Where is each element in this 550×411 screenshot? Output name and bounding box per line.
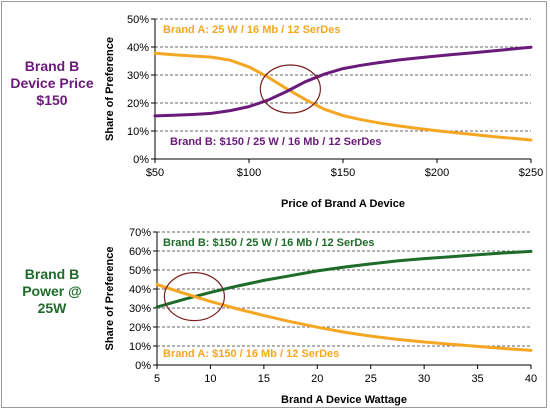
x-tick-label: 10	[204, 373, 216, 385]
y-tick-label: 40%	[129, 284, 151, 296]
crossover-ellipse	[163, 272, 225, 322]
y-tick-label: 0%	[135, 360, 151, 372]
x-tick-label: $200	[425, 167, 449, 179]
y-tick-label: 10%	[127, 126, 149, 138]
x-tick-label: $100	[237, 167, 261, 179]
y-tick-label: 10%	[129, 341, 151, 353]
x-tick-label: 35	[471, 373, 483, 385]
series-line	[153, 45, 533, 118]
y-tick-label: 60%	[129, 246, 151, 258]
x-tick-label: 30	[418, 373, 430, 385]
x-tick-label: $150	[331, 167, 355, 179]
x-axis-title: Price of Brand A Device	[281, 198, 405, 210]
brand-b-price-label: Brand B Device Price $150	[2, 58, 102, 109]
x-tick-label: 15	[258, 373, 270, 385]
side-label-line: Brand B	[24, 266, 80, 282]
y-tick-label: 20%	[127, 98, 149, 110]
side-label-line: Power @	[22, 283, 82, 299]
y-tick-label: 50%	[129, 265, 151, 277]
x-tick-label: 40	[525, 373, 537, 385]
x-tick-label: $250	[519, 167, 543, 179]
series-line	[155, 283, 533, 352]
x-tick-label: 25	[365, 373, 377, 385]
side-label-line: Brand B	[24, 58, 80, 74]
y-axis-title: Share of Preference	[104, 247, 116, 351]
series-line	[155, 249, 533, 309]
y-tick-label: 50%	[127, 14, 149, 26]
side-label-line: Device Price	[10, 75, 94, 91]
brand-b-power-label: Brand B Power @ 25W	[2, 266, 102, 317]
y-tick-label: 20%	[129, 322, 151, 334]
y-tick-label: 0%	[133, 154, 149, 166]
y-axis-title: Share of Preference	[104, 37, 116, 141]
side-label-line: $150	[36, 92, 68, 108]
series-line	[153, 51, 533, 142]
y-tick-label: 40%	[127, 42, 149, 54]
x-tick-label: 5	[154, 373, 160, 385]
series-label: Brand A: $150 / 16 Mb / 12 SerDes	[163, 348, 339, 360]
x-tick-label: $50	[146, 167, 164, 179]
y-tick-label: 30%	[127, 70, 149, 82]
crossover-ellipse	[259, 64, 321, 114]
y-tick-label: 70%	[129, 227, 151, 239]
x-axis-title: Brand A Device Wattage	[281, 394, 407, 406]
y-tick-label: 30%	[129, 303, 151, 315]
series-label: Brand A: 25 W / 16 Mb / 12 SerDes	[163, 24, 340, 36]
series-label: Brand B: $150 / 25 W / 16 Mb / 12 SerDes	[163, 237, 375, 249]
series-label: Brand B: $150 / 25 W / 16 Mb / 12 SerDes	[170, 136, 382, 148]
side-label-line: 25W	[37, 300, 67, 316]
x-tick-label: 20	[311, 373, 323, 385]
